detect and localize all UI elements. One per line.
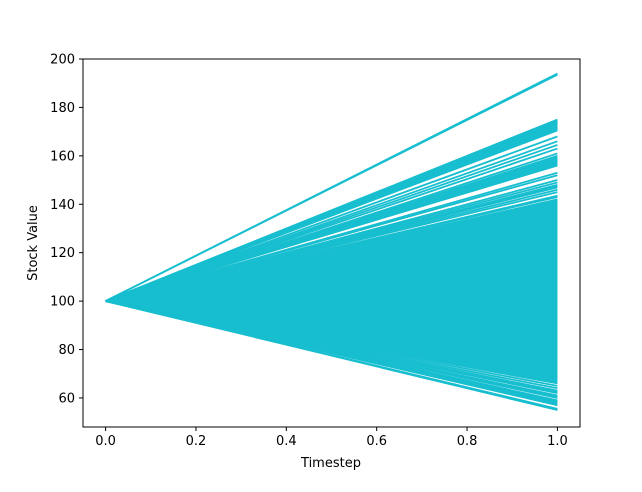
series-line — [105, 300, 558, 411]
series-layer — [105, 72, 558, 411]
x-tick-label: 0.0 — [95, 434, 116, 449]
y-axis: 60 80 100 120 140 160 180 200 — [50, 53, 83, 406]
y-tick-label: 140 — [50, 198, 75, 213]
x-axis: 0.0 0.2 0.4 0.6 0.8 1.0 — [95, 427, 568, 449]
series-line — [105, 164, 558, 302]
series-density-fill — [105, 199, 558, 384]
plot-frame — [82, 58, 581, 428]
y-tick-label: 180 — [50, 101, 75, 116]
series-line — [105, 129, 558, 302]
series-line — [105, 73, 558, 302]
y-tick-label: 200 — [50, 53, 75, 68]
y-axis-label: Stock Value — [26, 205, 41, 281]
y-tick-label: 160 — [50, 149, 75, 164]
x-tick-label: 0.4 — [276, 434, 297, 449]
x-axis-label: Timestep — [300, 456, 361, 471]
x-tick-label: 1.0 — [547, 434, 568, 449]
y-tick-label: 120 — [50, 246, 75, 261]
x-tick-label: 0.8 — [457, 434, 478, 449]
y-tick-label: 60 — [58, 391, 75, 406]
y-tick-label: 100 — [50, 295, 75, 310]
x-tick-label: 0.2 — [186, 434, 207, 449]
x-tick-label: 0.6 — [366, 434, 387, 449]
y-tick-label: 80 — [58, 343, 75, 358]
